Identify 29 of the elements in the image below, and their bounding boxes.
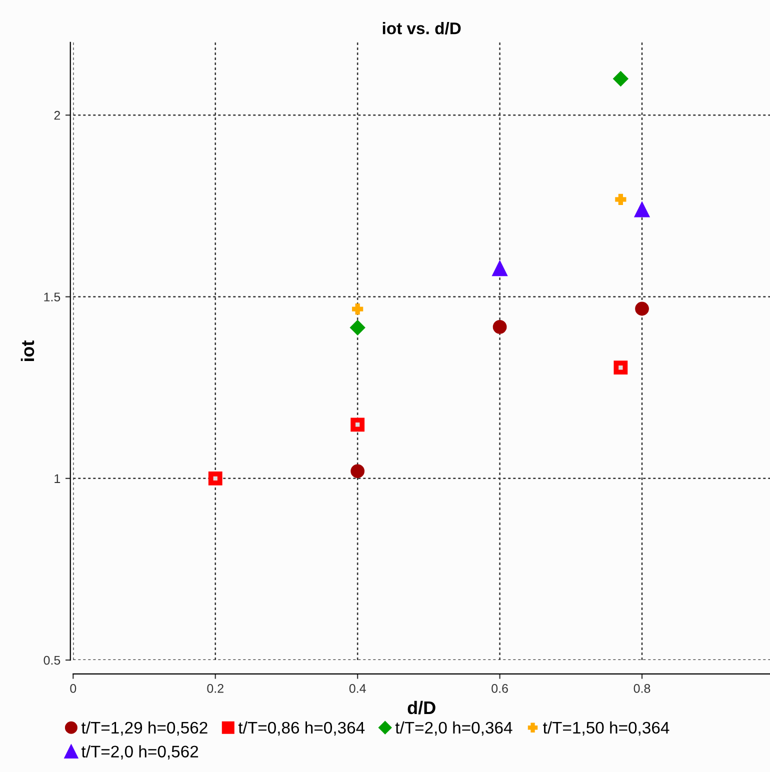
point [614, 360, 628, 375]
y-tick-label: 1 [54, 474, 60, 483]
point [350, 418, 365, 432]
x-tick-label: 0 [70, 684, 76, 693]
y-tick-label: 1.5 [44, 292, 60, 302]
legend-label: t/T=2,0 h=0,364 [395, 721, 512, 736]
point [352, 304, 364, 315]
point [208, 471, 222, 486]
point [492, 260, 508, 276]
point [615, 194, 626, 205]
point [350, 464, 365, 478]
point [613, 71, 628, 86]
point [350, 320, 366, 336]
y-tick-label: 2 [54, 110, 60, 120]
x-tick-label: 0.4 [349, 684, 366, 693]
legend-label: t/T=2,0 h=0,562 [81, 745, 198, 760]
legend-label: t/T=1,29 h=0,562 [81, 721, 208, 736]
x-tick-label: 0.8 [634, 684, 650, 693]
point [635, 302, 649, 316]
point [492, 320, 507, 334]
x-tick-label: 0.6 [492, 684, 508, 693]
y-axis-title: iot [20, 340, 34, 362]
legend-label: t/T=0,86 h=0,364 [238, 721, 365, 736]
point [634, 202, 650, 218]
x-axis-title: d/D [408, 700, 436, 714]
x-tick-label: 0.2 [207, 684, 224, 693]
legend-label: t/T=1,50 h=0,364 [543, 721, 670, 736]
y-tick-label: 0.5 [44, 656, 60, 665]
chart-title: iot vs. d/D [382, 22, 461, 34]
